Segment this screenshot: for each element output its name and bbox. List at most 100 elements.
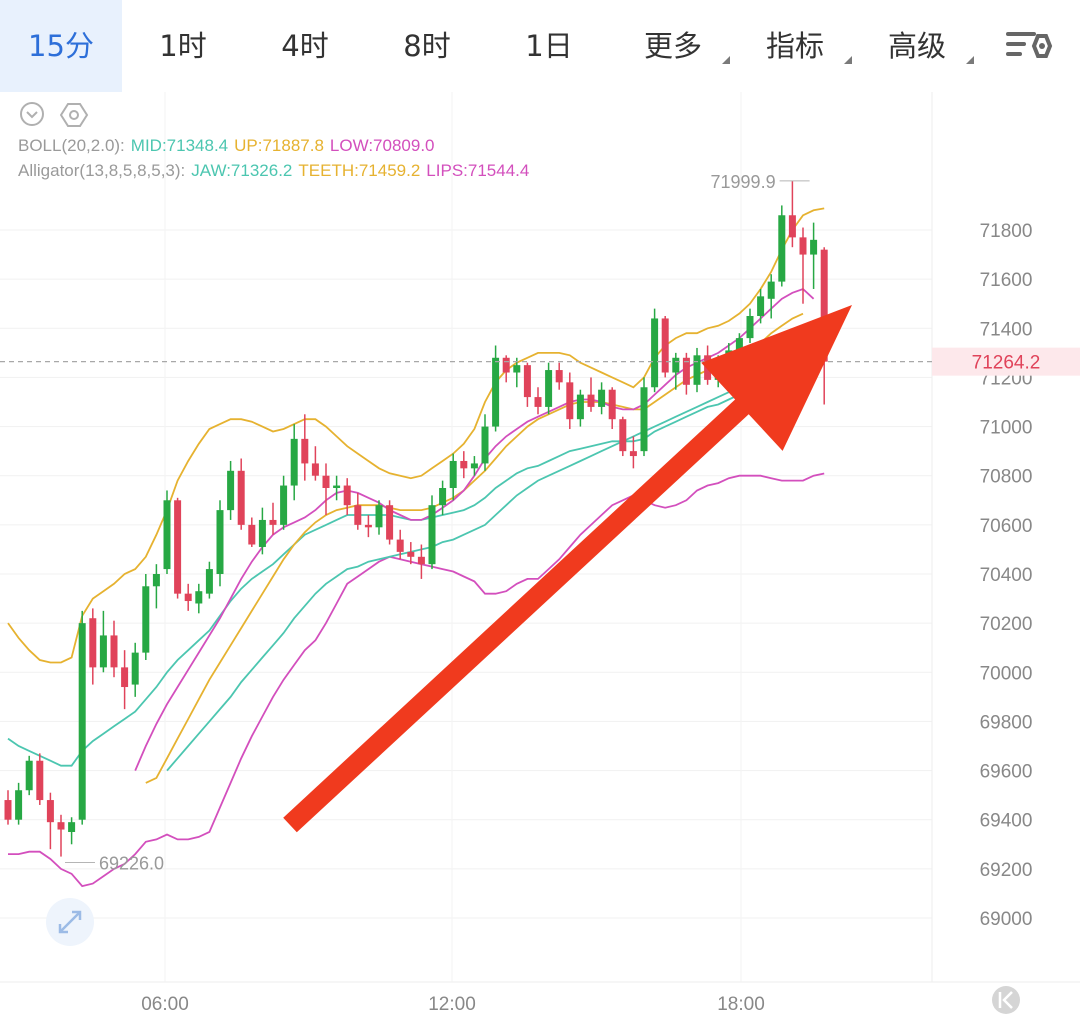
candle-up [290,438,298,486]
candle-down [682,357,690,385]
candle-up [163,500,171,570]
candle-up [15,790,23,820]
candle-up [746,316,754,339]
candle-down [661,318,669,373]
current-price-label: 71264.2 [972,353,1041,374]
candle-up [693,355,701,385]
candle-down [46,800,54,823]
candle-up [640,387,648,452]
candle-down [534,397,542,407]
tab-label: 指标 [765,29,824,63]
price-tick-label: 69800 [980,712,1033,733]
candle-up [258,519,266,547]
scroll-to-latest-icon[interactable] [992,986,1020,1014]
candle-down [460,460,468,469]
high-marker-label: 71999.9 [711,172,776,192]
candle-down [57,822,65,830]
candle-down [89,618,97,668]
candle-up [810,239,818,255]
indicator-settings-button[interactable] [59,100,90,130]
tab-1d[interactable]: 1日 [488,0,610,92]
boll-up-line [7,207,825,664]
candle-up [216,510,224,574]
price-tick-label: 69600 [980,762,1033,783]
candle-down [417,556,425,565]
boll-mid-value: MID:71348.4 [130,136,229,155]
candle-up [576,394,584,420]
candlestick-chart[interactable]: 69000 69200 69400 69600 69800 70000 70200 70400… [0,92,1080,1029]
candle-up [205,569,213,594]
price-tick-label: 71800 [980,221,1033,242]
candle-down [301,438,309,464]
candle-up [375,505,383,528]
candle-down [36,760,44,801]
candle-down [619,419,627,452]
candle-down [396,539,404,552]
candle-up [545,370,553,407]
candle-up [492,357,500,427]
tab-8h[interactable]: 8时 [366,0,488,92]
collapse-indicators-button[interactable] [18,100,48,130]
candle-down [555,370,563,383]
price-tick-label: 69000 [980,909,1033,930]
candle-up [131,652,139,685]
candle-down [174,500,182,594]
price-tick-label: 71400 [980,319,1033,340]
boll-up-value: UP:71887.8 [234,136,324,155]
price-tick-label: 70400 [980,565,1033,586]
dropdown-caret-icon [844,56,852,64]
alligator-teeth-value: TEETH:71459.2 [298,161,421,180]
expand-icon[interactable] [46,898,94,946]
tab-label: 15分 [28,29,94,63]
candle-up [778,215,786,282]
tab-4h[interactable]: 4时 [244,0,366,92]
candle-down [523,365,531,398]
candle-up [195,591,203,604]
candle-up [99,635,107,668]
tab-label: 更多 [643,29,702,63]
candle-up [481,426,489,464]
price-tick-label: 71600 [980,270,1033,291]
timeframe-tab-bar: 15分 1时 4时 8时 1日 更多 指标 高级 [0,0,1080,92]
alligator-legend: Alligator(13,8,5,8,5,3): JAW:71326.2 TEETH… [18,161,535,181]
tab-more-dropdown[interactable]: 更多 [612,0,734,92]
candle-down [4,800,12,820]
candle-down [407,551,415,557]
candle-up [333,485,341,488]
time-tick-label: 18:00 [717,994,765,1015]
candle-up [449,460,457,488]
candle-down [629,451,637,457]
price-tick-label: 69200 [980,860,1033,881]
settings-hexagon-icon [59,103,89,127]
candle-down [121,667,129,688]
candle-down [311,463,319,476]
collapse-icon [20,102,44,126]
tab-label: 高级 [887,29,946,63]
candle-up [735,338,743,353]
candle-down [820,249,828,362]
candle-down [608,389,616,420]
candle-up [672,357,680,373]
current-price-tag [932,347,1080,376]
tab-label: 4时 [281,29,329,63]
chart-canvas[interactable]: 69000 69200 69400 69600 69800 70000 70200 70400… [0,92,1080,1029]
price-tick-label: 70600 [980,516,1033,537]
candle-down [502,357,510,373]
candle-up [439,488,447,506]
tab-advanced-dropdown[interactable]: 高级 [856,0,978,92]
tab-15min[interactable]: 15分 [0,0,122,92]
tab-indicators-dropdown[interactable]: 指标 [734,0,856,92]
candle-up [142,586,150,653]
candle-down [343,485,351,506]
price-tick-label: 71000 [980,418,1033,439]
price-tick-label: 70800 [980,467,1033,488]
candle-down [237,470,245,525]
candle-down [566,382,574,420]
tab-1h[interactable]: 1时 [122,0,244,92]
time-tick-label: 12:00 [428,994,476,1015]
candle-up [280,485,288,525]
boll-low-line [8,472,825,888]
tab-label: 1时 [159,29,207,63]
chart-settings-button[interactable] [1000,20,1060,72]
candle-up [470,463,478,469]
